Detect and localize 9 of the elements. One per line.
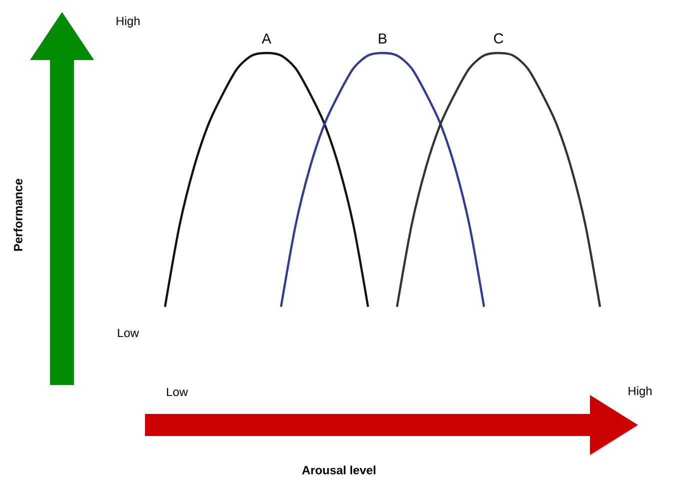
text: High [628,386,652,398]
series-label: B [378,34,387,44]
text: Low [167,388,188,396]
text: Performance [14,178,22,251]
series-label: C [494,33,504,44]
text: Arousal level [302,466,376,474]
text: High [116,16,140,28]
series-label: A [262,34,272,44]
text: Low [118,328,139,338]
